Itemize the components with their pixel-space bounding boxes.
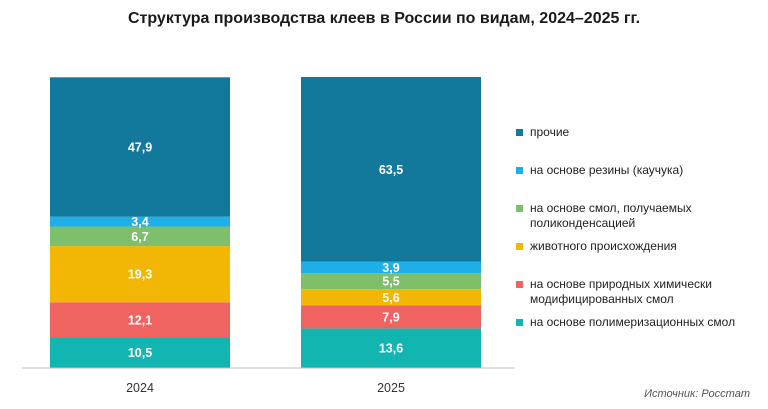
bar-segment xyxy=(50,216,230,227)
legend-label: на основе смол, получаемых поликонденсац… xyxy=(530,201,692,230)
bar-segment xyxy=(301,273,481,290)
x-tick-label: 2024 xyxy=(126,381,154,395)
data-label: 3,4 xyxy=(131,215,148,229)
legend-swatch xyxy=(516,167,523,174)
legend-item: животного происхождения xyxy=(516,239,761,254)
data-label: 5,5 xyxy=(382,275,399,289)
legend-swatch xyxy=(516,205,523,212)
data-label: 13,6 xyxy=(379,342,403,356)
source-note: Источник: Росстат xyxy=(644,388,750,400)
legend-swatch xyxy=(516,319,523,326)
data-label: 19,3 xyxy=(128,268,152,282)
data-label: 47,9 xyxy=(128,140,152,154)
legend-label: животного происхождения xyxy=(530,239,677,253)
bar-segment xyxy=(301,328,481,368)
legend-item: прочие xyxy=(516,125,761,140)
x-tick-labels: 2024 2025 xyxy=(126,381,405,395)
bar-segment xyxy=(301,289,481,306)
legend-swatch xyxy=(516,129,523,136)
data-label: 63,5 xyxy=(379,163,403,177)
legend-label: прочие xyxy=(530,125,570,139)
legend-label: на основе резины (каучука) xyxy=(530,163,684,177)
bar-segment xyxy=(50,77,230,217)
bar-segment xyxy=(301,261,481,274)
bar-segment xyxy=(301,305,481,329)
legend-item: на основе природных химически модифициро… xyxy=(516,277,761,307)
legend-item: на основе смол, получаемых поликонденсац… xyxy=(516,201,761,231)
legend: прочие на основе резины (каучука) на основ… xyxy=(516,0,766,409)
x-tick-label: 2025 xyxy=(377,381,405,395)
data-label: 7,9 xyxy=(382,310,399,324)
chart-title: Структура производства клеев в России по… xyxy=(127,10,641,27)
legend-item: на основе полимеризационных смол xyxy=(516,315,761,330)
data-label: 10,5 xyxy=(128,346,152,360)
legend-item: на основе резины (каучука) xyxy=(516,163,761,178)
data-label: 12,1 xyxy=(128,313,152,327)
bar-segment xyxy=(50,337,230,368)
legend-swatch xyxy=(516,243,523,250)
data-label: 6,7 xyxy=(131,230,148,244)
bar-segment xyxy=(50,246,230,303)
bar-segment xyxy=(301,77,481,262)
bar-segment xyxy=(50,226,230,247)
bar-segment xyxy=(50,302,230,338)
data-label: 5,6 xyxy=(382,291,399,305)
legend-swatch xyxy=(516,281,523,288)
data-label: 3,9 xyxy=(382,261,399,275)
bars-group: 10,5 12,1 19,3 6,73,4 47,9 13,6 7,9 5,6 5,53,9 63… xyxy=(50,77,481,368)
legend-label: на основе полимеризационных смол xyxy=(530,315,736,329)
legend-label: на основе природных химически модифициро… xyxy=(530,277,712,306)
